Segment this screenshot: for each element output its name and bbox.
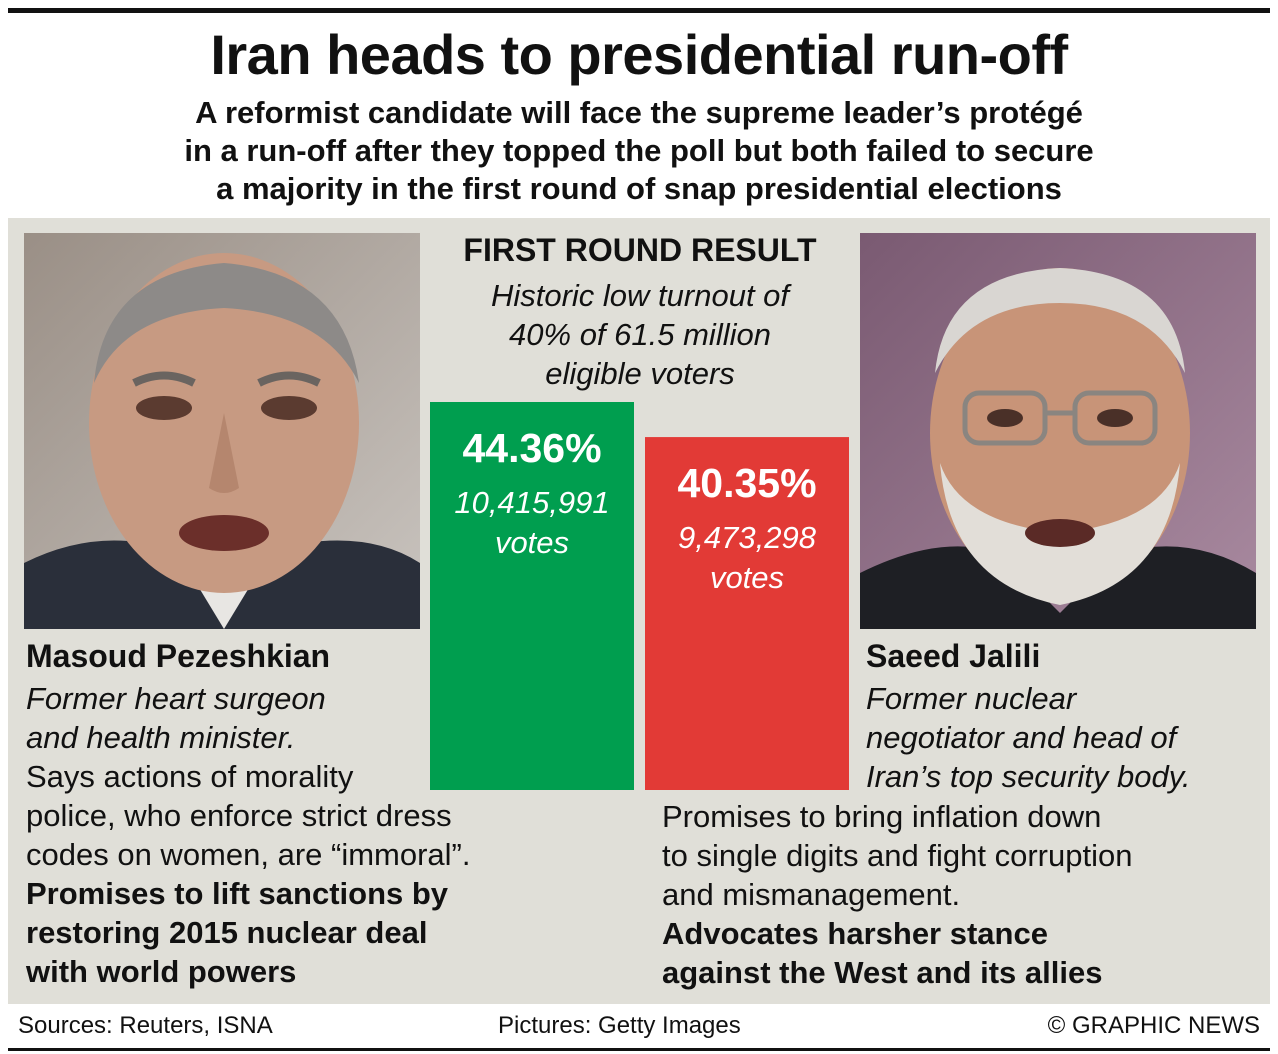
role-line: Iran’s top security body.: [866, 759, 1191, 794]
turnout-line: eligible voters: [545, 356, 735, 391]
stance-line: to single digits and fight corruption: [662, 838, 1133, 873]
jalili-role: Former nuclear negotiator and head of Ir…: [866, 679, 1191, 796]
stance-line: codes on women, are “immoral”.: [26, 837, 471, 872]
turnout-note: Historic low turnout of 40% of 61.5 mill…: [440, 276, 840, 393]
sources-credit: Sources: Reuters, ISNA: [18, 1012, 273, 1039]
turnout-line: Historic low turnout of: [490, 278, 790, 313]
role-line: Former nuclear: [866, 681, 1077, 716]
promise-line: with world powers: [26, 954, 297, 989]
subtitle-line: a majority in the first round of snap pr…: [216, 171, 1062, 206]
jalili-promise: Advocates harsher stance against the Wes…: [662, 914, 1102, 992]
stance-line: Promises to bring inflation down: [662, 799, 1102, 834]
role-line: Former heart surgeon: [26, 681, 326, 716]
role-line: and health minister.: [26, 720, 296, 755]
promise-line: Advocates harsher stance: [662, 916, 1048, 951]
pezeshkian-name: Masoud Pezeshkian: [26, 638, 331, 674]
subtitle-line: in a run-off after they topped the poll …: [184, 133, 1094, 168]
result-title: FIRST ROUND RESULT: [463, 232, 817, 268]
page-subtitle: A reformist candidate will face the supr…: [0, 94, 1278, 208]
subtitle-line: A reformist candidate will face the supr…: [195, 95, 1083, 130]
top-rule: [8, 8, 1270, 13]
pezeshkian-stance: Says actions of morality police, who enf…: [26, 757, 471, 874]
promise-line: Promises to lift sanctions by: [26, 876, 449, 911]
role-line: negotiator and head of: [866, 720, 1177, 755]
jalili-stance: Promises to bring inflation down to sing…: [662, 797, 1132, 914]
stance-line: and mismanagement.: [662, 877, 961, 912]
pezeshkian-photo: [24, 233, 420, 629]
jalili-name: Saeed Jalili: [866, 638, 1041, 674]
pezeshkian-promise: Promises to lift sanctions by restoring …: [26, 874, 448, 991]
pictures-credit: Pictures: Getty Images: [498, 1012, 741, 1039]
bottom-rule: [8, 1048, 1270, 1051]
stance-line: police, who enforce strict dress: [26, 798, 452, 833]
jalili-photo: [860, 233, 1256, 629]
pezeshkian-role: Former heart surgeon and health minister…: [26, 679, 326, 757]
graphic-news-credit: © GRAPHIC NEWS: [1047, 1012, 1260, 1039]
page-title: Iran heads to presidential run-off: [210, 23, 1068, 86]
turnout-line: 40% of 61.5 million: [509, 317, 771, 352]
promise-line: against the West and its allies: [662, 955, 1103, 990]
stance-line: Says actions of morality: [26, 759, 354, 794]
promise-line: restoring 2015 nuclear deal: [26, 915, 428, 950]
